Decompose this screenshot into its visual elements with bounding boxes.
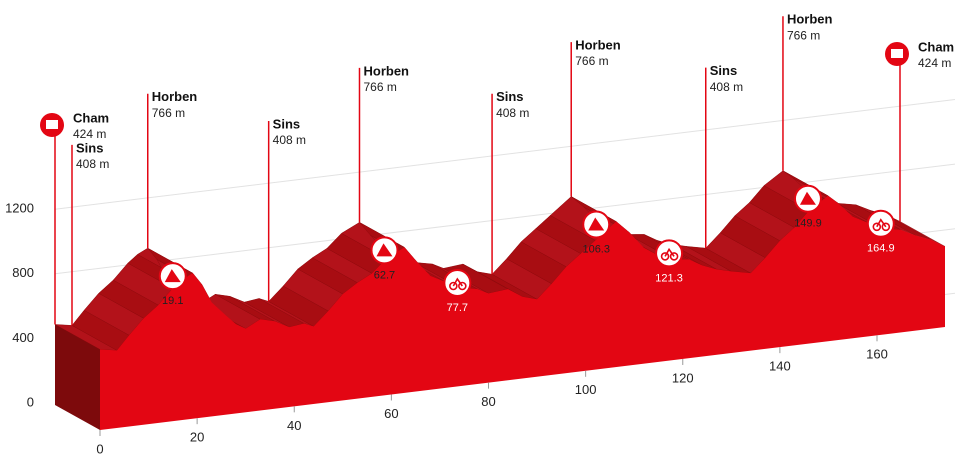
climb-marker — [582, 210, 611, 239]
location-elevation: 424 m — [918, 56, 951, 70]
climb-km: 106.3 — [582, 243, 610, 255]
climb-km: 149.9 — [794, 218, 822, 230]
y-tick-label: 1200 — [5, 201, 34, 216]
location-elevation: 766 m — [575, 54, 608, 68]
sprint-wheel — [458, 281, 467, 291]
location-name: Sins — [273, 116, 300, 131]
sprint-frame — [452, 277, 463, 287]
sprint-frame — [664, 247, 675, 257]
sprint-marker — [866, 209, 895, 238]
icon-glyph — [46, 120, 58, 129]
climb-glyph — [588, 217, 605, 231]
sprint-marker — [655, 239, 684, 268]
climb-glyph — [799, 191, 816, 205]
sprint-wheel — [660, 252, 670, 261]
x-tick-label: 60 — [384, 406, 398, 421]
climb-km: 19.1 — [162, 295, 183, 307]
icon-glyph — [891, 49, 903, 58]
location-name: Sins — [710, 63, 737, 78]
location-name: Horben — [575, 38, 621, 53]
y-tick-label: 800 — [12, 265, 34, 280]
location-name: Horben — [152, 89, 198, 104]
sprint-wheel — [449, 281, 458, 291]
climb-marker — [158, 262, 187, 291]
x-tick-label: 0 — [96, 441, 103, 456]
climb-marker — [793, 184, 822, 213]
location-elevation: 408 m — [76, 157, 109, 171]
location-name: Sins — [76, 140, 103, 155]
sprint-km: 164.9 — [867, 243, 895, 255]
sprint-circle — [866, 209, 895, 238]
location-name: Cham — [918, 39, 954, 54]
x-tick-label: 140 — [769, 359, 791, 374]
sprint-wheel — [669, 252, 679, 261]
x-tick-label: 160 — [866, 347, 888, 362]
location-name: Horben — [363, 63, 409, 78]
profile — [100, 195, 945, 430]
location-elevation: 424 m — [73, 127, 106, 141]
location-icon — [885, 42, 909, 66]
grid-line — [54, 163, 956, 275]
sprint-frame — [876, 218, 887, 228]
sprint-marker — [443, 269, 472, 298]
location-elevation: 766 m — [363, 80, 396, 94]
sprint-km: 121.3 — [655, 272, 683, 284]
y-tick-label: 0 — [27, 394, 34, 409]
x-tick-label: 80 — [481, 394, 495, 409]
climb-glyph — [164, 269, 181, 283]
sprint-circle — [655, 239, 684, 268]
location-elevation: 408 m — [273, 133, 306, 147]
climb-glyph — [376, 243, 393, 257]
sprint-wheel — [881, 222, 891, 232]
grid-line — [54, 98, 956, 210]
location-elevation: 408 m — [710, 80, 743, 94]
location-name: Horben — [787, 12, 833, 27]
location-elevation: 408 m — [496, 106, 529, 120]
y-tick-label: 400 — [12, 330, 34, 345]
profile-side — [55, 324, 100, 430]
climb-km: 62.7 — [374, 269, 395, 281]
x-tick-label: 40 — [287, 418, 301, 433]
x-tick-label: 20 — [190, 430, 204, 445]
x-tick-label: 100 — [575, 382, 597, 397]
sprint-wheel — [872, 222, 882, 232]
sprint-km: 77.7 — [447, 302, 468, 314]
location-elevation: 766 m — [787, 28, 820, 42]
location-name: Cham — [73, 110, 109, 125]
climb-marker — [370, 236, 399, 265]
x-tick-label: 120 — [672, 370, 694, 385]
location-name: Sins — [496, 89, 523, 104]
location-icon — [40, 113, 64, 137]
location-elevation: 766 m — [152, 106, 185, 120]
sprint-circle — [443, 269, 472, 298]
